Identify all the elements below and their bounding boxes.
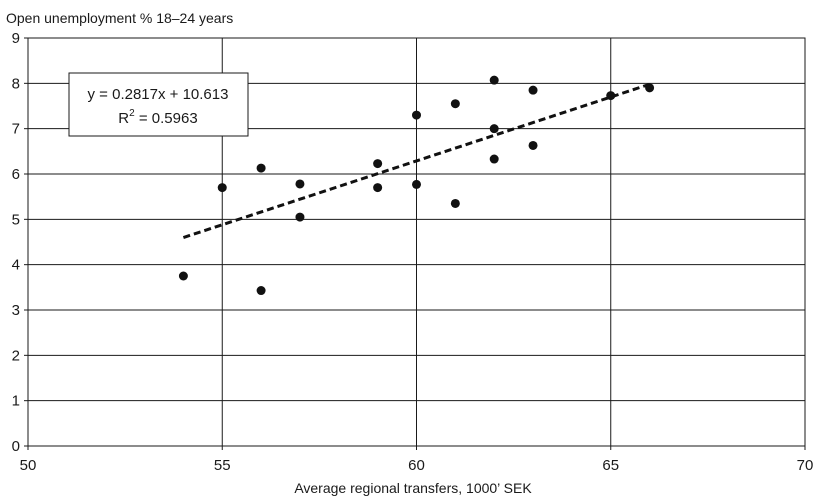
y-axis-title: Open unemployment % 18–24 years <box>6 10 233 26</box>
x-axis-title: Average regional transfers, 1000’ SEK <box>294 480 532 496</box>
y-tick-labels: 0 1 2 3 4 5 6 7 8 9 <box>12 30 28 455</box>
r-squared-symbol: R <box>118 110 129 127</box>
data-point-0 <box>178 271 188 281</box>
trendline <box>182 82 651 239</box>
data-point-16 <box>528 140 538 150</box>
x-tick-label-60: 60 <box>408 457 425 474</box>
y-tick-label-1: 1 <box>12 393 20 410</box>
data-point-5 <box>295 212 305 222</box>
data-point-11 <box>450 198 460 208</box>
data-point-12 <box>489 75 499 85</box>
trendline-equation: y = 0.2817x + 10.613 <box>88 86 229 103</box>
y-tick-label-2: 2 <box>12 347 20 364</box>
x-tick-label-50: 50 <box>20 457 37 474</box>
y-tick-label-4: 4 <box>12 257 20 274</box>
data-points <box>178 75 655 296</box>
data-point-1 <box>217 183 227 193</box>
y-tick-label-7: 7 <box>12 121 20 138</box>
data-point-2 <box>256 163 266 173</box>
y-tick-label-9: 9 <box>12 30 20 47</box>
equation-box: y = 0.2817x + 10.613 R2 = 0.5963 <box>68 72 249 137</box>
data-point-7 <box>373 183 383 193</box>
data-point-6 <box>373 159 383 169</box>
data-point-3 <box>256 286 266 296</box>
x-tick-labels: 50 55 60 65 70 <box>20 446 814 474</box>
x-tick-label-70: 70 <box>797 457 814 474</box>
data-point-18 <box>645 83 655 93</box>
data-point-14 <box>489 154 499 164</box>
y-tick-label-0: 0 <box>12 438 20 455</box>
data-point-9 <box>412 179 421 189</box>
x-tick-label-55: 55 <box>214 457 231 474</box>
r-squared-exponent: 2 <box>129 108 135 119</box>
data-point-4 <box>295 179 305 189</box>
x-tick-label-65: 65 <box>602 457 619 474</box>
y-tick-label-3: 3 <box>12 302 20 319</box>
trendline-group <box>182 82 651 239</box>
data-point-15 <box>528 85 538 95</box>
r-squared-value: = 0.5963 <box>135 110 198 127</box>
y-tick-label-5: 5 <box>12 211 20 228</box>
data-point-10 <box>450 99 460 109</box>
data-point-8 <box>412 110 421 120</box>
data-point-17 <box>606 91 616 101</box>
y-tick-label-8: 8 <box>12 75 20 92</box>
y-tick-label-6: 6 <box>12 166 20 183</box>
r-squared-label: R2 = 0.5963 <box>118 108 197 127</box>
equation-box-frame <box>68 72 249 137</box>
data-point-13 <box>489 124 499 134</box>
